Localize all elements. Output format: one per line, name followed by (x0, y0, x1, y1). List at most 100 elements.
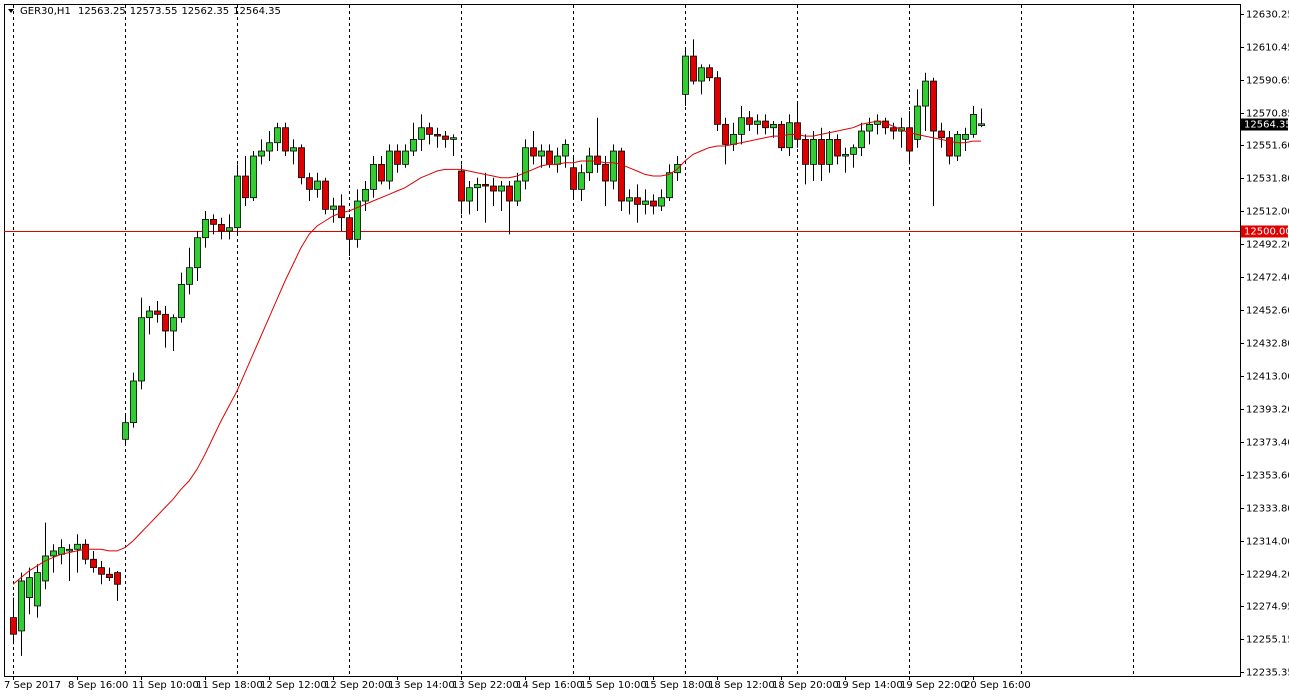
candle-body (354, 200, 361, 240)
candle-body (890, 127, 897, 132)
candle-body (906, 127, 913, 152)
candle-body (850, 147, 857, 155)
y-tick-label: 12630.25 (1246, 10, 1289, 21)
candle-body (834, 138, 841, 157)
candle-body (146, 310, 153, 319)
y-tick-label: 12353.60 (1246, 471, 1289, 482)
candle-body (42, 555, 49, 582)
candle-body (930, 80, 937, 132)
candle-body (562, 143, 569, 157)
x-tick-label: 8 Sep 16:00 (68, 680, 128, 691)
candle-body (74, 543, 81, 550)
candle-body (514, 180, 521, 202)
y-tick-label: 12255.15 (1246, 635, 1289, 646)
level-label: 12500.00 (1244, 227, 1289, 238)
candle-body (106, 573, 113, 579)
candle-body (442, 135, 449, 140)
x-tick-label: 19 Sep 14:00 (836, 680, 903, 691)
candle-body (10, 617, 17, 635)
x-tick-label: 13 Sep 14:00 (388, 680, 455, 691)
candle-body (194, 237, 201, 269)
candle-body (706, 67, 713, 79)
candle-body (770, 123, 777, 129)
x-tick-label: 12 Sep 20:00 (324, 680, 391, 691)
candle-body (202, 218, 209, 239)
candle-body (610, 150, 617, 182)
candle-body (226, 227, 233, 232)
candle-body (426, 127, 433, 135)
candle-body (346, 217, 353, 240)
x-tick-label: 13 Sep 22:00 (452, 680, 519, 691)
price-label-bg (1241, 118, 1288, 131)
candle-body (938, 130, 945, 139)
last-close: 12564.35 (233, 6, 281, 17)
candle-body (826, 138, 833, 165)
candle-body (554, 155, 561, 165)
candle-body (714, 77, 721, 125)
candle-body (330, 205, 337, 210)
candle-body (970, 113, 977, 135)
candle-body (474, 183, 481, 189)
candle-body (666, 172, 673, 199)
candle-body (578, 172, 585, 190)
candle-body (962, 133, 969, 140)
candle-body (498, 185, 505, 192)
candle-body (522, 147, 529, 182)
x-tick-label: 7 Sep 2017 (4, 680, 61, 691)
candle-body (794, 122, 801, 140)
chart-header: GER30,H1 12563.25 12573.55 12562.35 12564.3… (20, 6, 285, 17)
candle-body (434, 133, 441, 137)
y-tick-label: 12274.95 (1246, 602, 1289, 613)
candle-body (922, 80, 929, 107)
candle-body (594, 155, 601, 165)
candle-body (306, 177, 313, 190)
y-tick-label: 12413.00 (1246, 372, 1289, 383)
x-tick-label: 19 Sep 22:00 (900, 680, 967, 691)
candle-body (114, 572, 121, 585)
x-tick-label: 15 Sep 10:00 (580, 680, 647, 691)
candle-body (210, 218, 217, 225)
x-tick-label: 15 Sep 18:00 (644, 680, 711, 691)
candle-body (642, 200, 649, 205)
candle-body (650, 200, 657, 207)
candle-body (754, 120, 761, 125)
candle-body (810, 138, 817, 165)
candle-body (394, 150, 401, 165)
candle-body (506, 185, 513, 202)
candle-body (138, 317, 145, 382)
y-tick-label: 12551.60 (1246, 141, 1289, 152)
x-tick-label: 18 Sep 20:00 (772, 680, 839, 691)
candle-body (234, 175, 241, 229)
candle-body (298, 147, 305, 179)
candle-body (738, 117, 745, 135)
candle-body (266, 142, 273, 152)
candle-body (530, 147, 537, 157)
candle-body (818, 138, 825, 165)
y-tick-label: 12393.20 (1246, 405, 1289, 416)
candle-body (322, 180, 329, 210)
candle-body (802, 138, 809, 165)
y-tick-label: 12590.65 (1246, 76, 1289, 87)
x-tick-label: 20 Sep 16:00 (964, 680, 1031, 691)
candle-body (178, 283, 185, 319)
candle-body (858, 130, 865, 149)
candle-body (482, 183, 489, 187)
candle-body (170, 317, 177, 332)
candle-body (314, 180, 321, 190)
y-tick-label: 12472.40 (1246, 273, 1289, 284)
y-tick-label: 12314.00 (1246, 537, 1289, 548)
candle-body (586, 155, 593, 174)
y-tick-label: 12531.80 (1246, 174, 1289, 185)
candle-body (698, 67, 705, 82)
y-tick-label: 12235.35 (1246, 668, 1289, 679)
last-low: 12562.35 (181, 6, 230, 17)
last-open: 12563.25 (78, 6, 126, 17)
candle-body (90, 558, 97, 569)
menu-arrow[interactable] (8, 9, 14, 13)
candle-body (290, 147, 297, 152)
y-tick-label: 12492.20 (1246, 240, 1289, 251)
candle-body (570, 167, 577, 190)
candle-body (242, 175, 249, 199)
candle-body (66, 548, 73, 552)
candle-body (866, 123, 873, 132)
